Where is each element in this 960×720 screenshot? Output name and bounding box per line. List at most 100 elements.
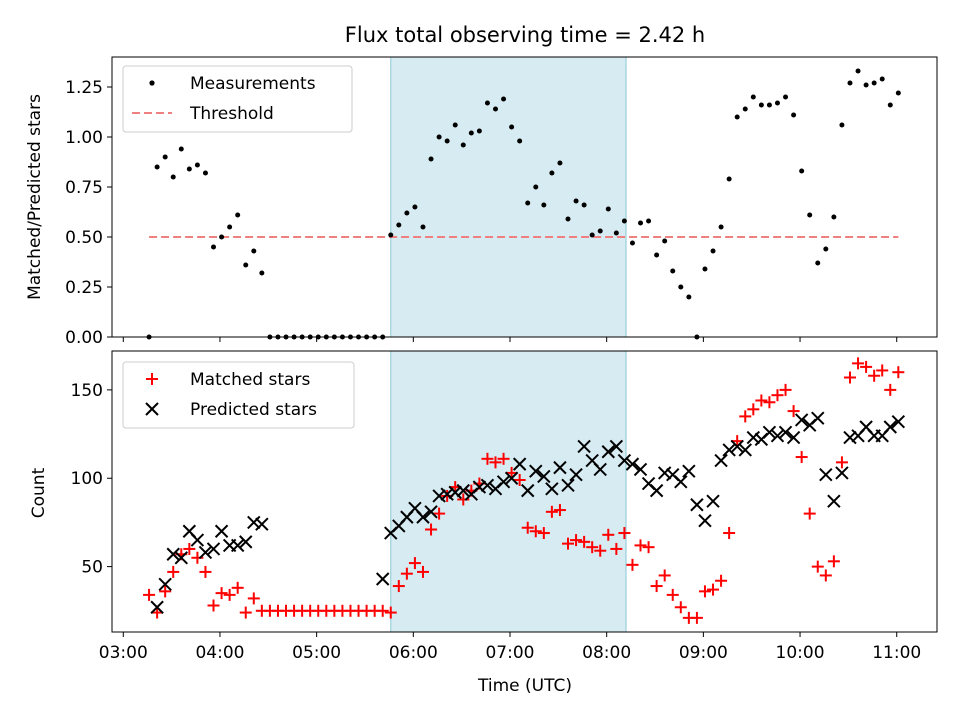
matched-star-point: [199, 565, 212, 578]
count-points-group: [143, 357, 906, 624]
measurement-point: [404, 210, 410, 216]
matched-star-point: [723, 527, 736, 540]
x-tick-label: 05:00: [292, 643, 341, 663]
measurement-point: [863, 82, 869, 88]
x-tick-label: 03:00: [99, 643, 148, 663]
measurement-point: [839, 122, 845, 128]
measurement-point: [766, 102, 772, 108]
predicted-star-point: [150, 600, 164, 614]
predicted-star-point: [698, 513, 712, 528]
measurement-point: [436, 134, 442, 140]
measurement-point: [646, 218, 652, 224]
matched-star-point: [666, 588, 679, 601]
measurement-point: [718, 224, 724, 230]
matched-star-point: [481, 452, 494, 465]
matched-star-point: [239, 606, 252, 619]
matched-star-point: [763, 396, 776, 409]
measurement-point: [638, 220, 644, 226]
matched-star-point: [594, 544, 607, 557]
measurement-point: [259, 270, 265, 276]
predicted-star-point: [577, 439, 591, 454]
predicted-star-point: [617, 453, 632, 468]
measurement-point: [581, 202, 587, 208]
measurement-point: [388, 232, 394, 238]
predicted-star-point: [375, 572, 390, 586]
ratio-legend-box: [122, 65, 353, 133]
ratio-panel: 0.00 0.25 0.50 0.75 1.00 1.25 Matched/Predict…: [25, 56, 938, 348]
matched-star-point: [215, 587, 228, 600]
predicted-star-point: [883, 420, 897, 434]
ratio-points-group: [146, 68, 901, 340]
predicted-star-point: [432, 489, 446, 503]
predicted-star-point: [706, 494, 720, 508]
ratio-x-ticks: [122, 337, 898, 342]
count-plot-frame: [111, 350, 938, 633]
predicted-star-point: [521, 483, 535, 498]
matched-star-point: [602, 528, 615, 541]
measurement-point: [726, 176, 732, 182]
x-tick-label: 11:00: [872, 643, 921, 663]
measurement-point: [742, 106, 748, 112]
measurement-point: [686, 294, 692, 300]
y-tick-label: 100: [71, 469, 103, 489]
matched-star-point: [690, 611, 703, 624]
measurement-point: [468, 130, 474, 136]
matched-star-point: [586, 541, 599, 554]
predicted-star-point: [794, 413, 809, 427]
matched-star-point: [384, 606, 397, 619]
measurement-point: [847, 80, 853, 86]
matched-star-point: [868, 369, 881, 382]
matched-star-point: [650, 580, 663, 593]
matched-star-point: [860, 360, 873, 373]
predicted-star-point: [247, 515, 261, 530]
x-tick-label: 06:00: [389, 643, 438, 663]
predicted-star-point: [811, 411, 825, 425]
measurement-point: [895, 90, 901, 96]
measurement-point: [750, 94, 756, 100]
matched-star-point: [803, 507, 816, 520]
legend-predicted-marker: [145, 402, 159, 416]
matched-star-point: [223, 588, 236, 601]
matched-star-point: [143, 588, 156, 601]
predicted-star-point: [456, 483, 470, 498]
y-tick-label: 1.00: [65, 128, 103, 148]
matched-star-point: [610, 542, 623, 555]
measurement-point: [460, 142, 466, 148]
measurement-point: [831, 214, 837, 220]
matched-star-point: [698, 585, 711, 598]
measurement-point: [227, 224, 233, 230]
predicted-star-point: [512, 457, 527, 471]
measurement-point: [211, 244, 217, 250]
matched-star-point: [513, 474, 526, 487]
legend-threshold-label: Threshold: [189, 104, 274, 124]
measurement-point: [476, 128, 482, 134]
matched-star-point: [553, 504, 566, 517]
matched-star-point: [521, 521, 534, 534]
predicted-star-point: [649, 483, 664, 498]
matched-star-point: [207, 599, 220, 612]
predicted-star-point: [674, 475, 688, 489]
y-tick-label: 0.25: [65, 278, 103, 298]
legend-predicted-label: Predicted stars: [190, 400, 317, 420]
x-axis-label: Time (UTC): [477, 676, 572, 696]
measurement-point: [758, 102, 764, 108]
measurement-point: [178, 146, 184, 152]
matched-star-point: [715, 574, 728, 587]
matched-star-point: [739, 410, 752, 423]
predicted-star-point: [714, 453, 728, 468]
matched-star-point: [570, 534, 583, 547]
x-tick-label: 10:00: [776, 643, 825, 663]
measurement-point: [879, 76, 885, 82]
measurement-point: [517, 138, 523, 144]
measurement-point: [678, 284, 684, 290]
predicted-star-point: [762, 425, 777, 440]
measurement-point: [783, 94, 789, 100]
measurement-point: [807, 212, 813, 218]
matched-star-point: [167, 565, 180, 578]
predicted-star-point: [569, 468, 583, 482]
measurement-point: [605, 206, 611, 212]
predicted-star-point: [835, 466, 849, 480]
measurement-point: [186, 166, 192, 172]
